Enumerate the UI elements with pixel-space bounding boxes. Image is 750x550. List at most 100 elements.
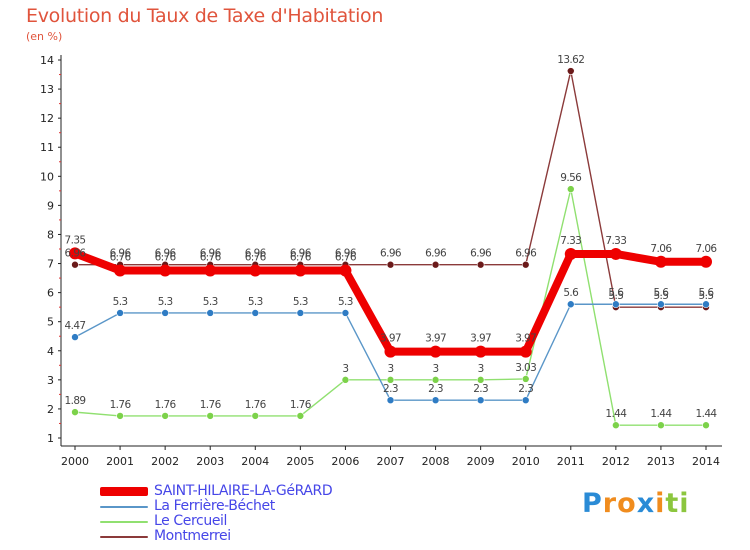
data-point-la-ferri-re-b-chet	[476, 396, 485, 405]
data-point-le-cercueil	[386, 376, 395, 384]
data-label-montmerrei: 6.96	[200, 248, 222, 260]
data-label-montmerrei: 6.96	[155, 248, 177, 260]
data-point-saint-hilaire-la-g-rard	[204, 264, 217, 277]
logo-letter: r	[602, 488, 618, 519]
data-label-le-cercueil: 1.44	[696, 408, 718, 420]
data-label-saint-hilaire-la-g-rard: 6.76	[110, 252, 132, 264]
x-tick-label: 2003	[196, 455, 224, 468]
logo-letter: x	[636, 488, 656, 519]
data-point-montmerrei	[431, 260, 440, 269]
x-tick-label: 2001	[106, 455, 134, 468]
y-tick-label: 3	[47, 374, 54, 387]
data-label-montmerrei: 5.5	[653, 290, 668, 302]
data-point-la-ferri-re-b-chet	[431, 396, 440, 405]
data-label-le-cercueil: 1.76	[200, 399, 222, 411]
y-tick-label: 8	[47, 228, 54, 241]
data-label-montmerrei: 5.5	[699, 290, 714, 302]
chart-title: Evolution du Taux de Taxe d'Habitation	[26, 5, 384, 27]
data-label-saint-hilaire-la-g-rard: 7.06	[650, 243, 672, 255]
data-label-montmerrei: 13.62	[557, 54, 584, 66]
data-label-saint-hilaire-la-g-rard: 3.97	[470, 333, 491, 345]
data-point-saint-hilaire-la-g-rard	[114, 264, 127, 277]
data-point-le-cercueil	[521, 375, 530, 383]
data-point-saint-hilaire-la-g-rard	[249, 264, 262, 277]
data-label-le-cercueil: 1.44	[650, 408, 672, 420]
legend-swatch-montmerrei	[100, 535, 148, 538]
x-tick-label: 2012	[602, 455, 630, 468]
legend-item-saint-hilaire: SAINT-HILAIRE-LA-GéRARD	[100, 484, 333, 499]
data-label-saint-hilaire-la-g-rard: 7.33	[605, 235, 626, 247]
data-point-la-ferri-re-b-chet	[341, 309, 350, 317]
y-tick-label: 9	[47, 199, 54, 212]
data-label-saint-hilaire-la-g-rard: 7.06	[696, 243, 718, 255]
data-point-saint-hilaire-la-g-rard	[474, 345, 487, 358]
legend-label-la-ferriere: La Ferrière-Béchet	[154, 498, 275, 514]
data-point-le-cercueil	[116, 412, 124, 420]
x-tick-label: 2014	[692, 455, 720, 468]
data-point-le-cercueil	[612, 421, 620, 430]
data-label-la-ferri-re-b-chet: 5.6	[699, 287, 715, 299]
data-label-le-cercueil: 9.56	[560, 172, 582, 184]
data-label-la-ferri-re-b-chet: 5.3	[338, 296, 353, 308]
legend-label-le-cercueil: Le Cercueil	[154, 513, 228, 529]
data-point-le-cercueil	[341, 376, 350, 384]
data-label-saint-hilaire-la-g-rard: 6.76	[200, 252, 222, 264]
data-point-montmerrei	[521, 260, 530, 269]
data-label-la-ferri-re-b-chet: 4.47	[65, 320, 86, 332]
data-point-la-ferri-re-b-chet	[612, 300, 620, 309]
legend-swatch-le-cercueil	[100, 520, 148, 523]
logo-letter: o	[617, 488, 637, 519]
data-label-le-cercueil: 3	[342, 363, 348, 375]
x-tick-label: 2007	[377, 455, 405, 468]
data-label-la-ferri-re-b-chet: 5.6	[563, 287, 579, 299]
data-label-la-ferri-re-b-chet: 5.3	[248, 296, 263, 308]
data-point-la-ferri-re-b-chet	[71, 333, 79, 341]
x-tick-label: 2013	[647, 455, 675, 468]
data-label-montmerrei: 6.96	[425, 248, 447, 260]
y-tick-label: 7	[47, 258, 54, 271]
data-point-le-cercueil	[206, 412, 215, 420]
data-label-saint-hilaire-la-g-rard: 6.76	[245, 252, 267, 264]
y-tick-label: 6	[47, 287, 54, 300]
data-point-le-cercueil	[71, 408, 79, 416]
proxiti-logo: Proxiti	[582, 488, 690, 519]
data-point-montmerrei	[386, 260, 395, 269]
data-point-le-cercueil	[657, 421, 665, 430]
data-label-la-ferri-re-b-chet: 5.6	[608, 287, 624, 299]
data-label-saint-hilaire-la-g-rard: 7.35	[65, 234, 86, 246]
data-label-la-ferri-re-b-chet: 5.3	[203, 296, 218, 308]
data-label-montmerrei: 6.96	[290, 248, 312, 260]
data-label-saint-hilaire-la-g-rard: 6.76	[290, 252, 312, 264]
data-point-saint-hilaire-la-g-rard	[564, 247, 577, 260]
data-point-le-cercueil	[431, 376, 440, 384]
x-tick-label: 2002	[151, 455, 179, 468]
legend-label-montmerrei: Montmerrei	[154, 528, 231, 544]
data-point-la-ferri-re-b-chet	[296, 309, 305, 317]
data-point-le-cercueil	[476, 376, 485, 384]
chart-legend: SAINT-HILAIRE-LA-GéRARD La Ferrière-Béch…	[100, 484, 333, 544]
y-tick-label: 2	[47, 403, 54, 416]
data-point-la-ferri-re-b-chet	[251, 309, 260, 317]
data-point-saint-hilaire-la-g-rard	[609, 247, 622, 260]
data-label-la-ferri-re-b-chet: 2.3	[428, 383, 443, 395]
data-point-saint-hilaire-la-g-rard	[294, 264, 307, 277]
data-point-montmerrei	[566, 67, 575, 75]
data-label-montmerrei: 6.96	[335, 248, 357, 260]
data-label-saint-hilaire-la-g-rard: 6.76	[155, 252, 177, 264]
x-tick-label: 2000	[61, 455, 89, 468]
data-point-le-cercueil	[251, 412, 260, 420]
data-label-le-cercueil: 3	[387, 363, 393, 375]
data-label-le-cercueil: 1.89	[65, 395, 86, 407]
chart-data-labels: 6.96 6.96 6.96 6.96 6.96 6.96 6.96 6.96 6.96 6.96…	[65, 54, 718, 420]
data-point-la-ferri-re-b-chet	[206, 309, 215, 317]
data-point-la-ferri-re-b-chet	[657, 300, 665, 309]
y-tick-label: 10	[40, 170, 54, 183]
chart-series	[69, 67, 712, 430]
data-point-la-ferri-re-b-chet	[161, 309, 169, 317]
data-label-la-ferri-re-b-chet: 5.3	[158, 296, 173, 308]
data-point-saint-hilaire-la-g-rard	[159, 264, 172, 277]
x-tick-label: 2006	[331, 455, 359, 468]
y-tick-label: 11	[40, 141, 54, 154]
data-point-le-cercueil	[161, 412, 169, 420]
